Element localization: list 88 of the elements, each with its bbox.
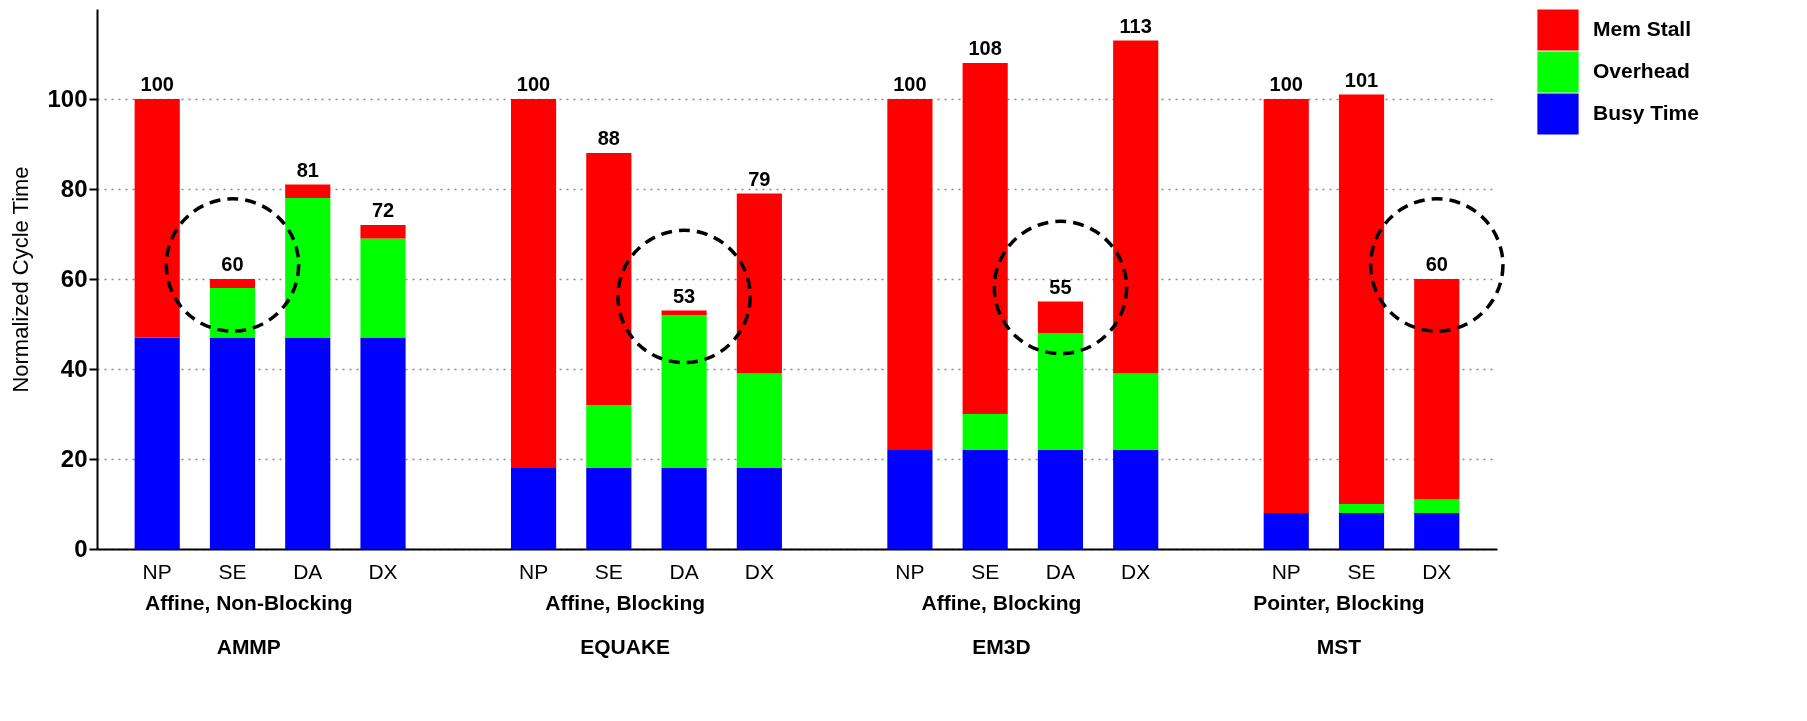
text: AMMP — [216, 635, 281, 658]
legend-label: Busy Time — [1593, 101, 1699, 124]
bar — [285, 184, 331, 198]
legend-label: Mem Stall — [1593, 17, 1692, 40]
x-tick-label: DX — [744, 559, 774, 583]
bar — [1037, 301, 1084, 333]
total-label: 88 — [597, 127, 620, 149]
total-label: 100 — [140, 73, 174, 95]
y-tick-label: 80 — [60, 174, 88, 202]
bar — [1037, 333, 1084, 450]
bar — [1113, 373, 1159, 450]
total-label: 108 — [968, 37, 1002, 59]
total-label: 113 — [1119, 14, 1152, 37]
text: EM3D — [972, 635, 1031, 658]
total-label: 60 — [221, 253, 244, 275]
y-tick-label: 0 — [74, 534, 88, 562]
bar — [1113, 40, 1159, 374]
bar — [209, 279, 256, 288]
bar — [1414, 279, 1460, 500]
total-label: 101 — [1344, 68, 1379, 91]
x-tick-label: DA — [293, 559, 323, 583]
legend-label: Overhead — [1593, 59, 1690, 82]
x-tick-label: DX — [1121, 559, 1151, 583]
bar — [1414, 499, 1460, 513]
y-tick-label: 100 — [47, 84, 88, 112]
total-label: 79 — [748, 167, 771, 190]
x-tick-label: SE — [971, 559, 1000, 583]
bar — [962, 63, 1008, 414]
text: Affine, Non-Blocking — [144, 591, 353, 614]
x-tick-label: DX — [368, 559, 398, 583]
x-tick-label: NP — [895, 559, 925, 583]
y-tick-label: 20 — [60, 444, 88, 472]
bar — [962, 414, 1008, 450]
bar — [1414, 513, 1460, 549]
bar — [661, 315, 707, 468]
bar — [360, 238, 406, 338]
total-label: 55 — [1049, 275, 1072, 298]
x-tick-label: NP — [142, 559, 172, 583]
x-tick-label: NP — [1271, 559, 1301, 583]
bar — [736, 468, 782, 549]
text: Affine, Blocking — [921, 591, 1082, 614]
bar — [134, 99, 180, 338]
bar — [1263, 99, 1309, 513]
bar — [1037, 450, 1084, 549]
bar — [134, 337, 180, 549]
x-tick-label: NP — [518, 559, 549, 583]
bar — [586, 153, 632, 405]
total-label: 100 — [516, 73, 551, 95]
x-tick-label: SE — [1347, 559, 1376, 583]
y-tick-label: 60 — [60, 264, 88, 292]
total-label: 100 — [1269, 73, 1303, 95]
bar — [586, 405, 632, 468]
x-tick-label: SE — [218, 559, 247, 583]
bar — [285, 337, 331, 549]
x-tick-label: DX — [1422, 559, 1452, 583]
bar — [360, 225, 406, 239]
total-label: 100 — [893, 73, 927, 95]
total-label: 53 — [672, 284, 696, 307]
bar — [661, 468, 707, 549]
bar — [510, 99, 557, 468]
bar — [209, 337, 256, 549]
bar — [1263, 513, 1309, 549]
bar — [1338, 94, 1385, 504]
x-tick-label: DA — [1045, 559, 1076, 583]
bar — [285, 198, 331, 338]
x-tick-label: DA — [669, 559, 699, 583]
bar — [887, 450, 933, 549]
text: Pointer, Blocking — [1253, 591, 1425, 614]
total-label: 81 — [296, 158, 319, 181]
total-label: 60 — [1425, 253, 1448, 275]
y-axis-title: Normalized Cycle Time — [8, 166, 34, 393]
bar — [586, 468, 632, 549]
bar — [510, 468, 557, 549]
bar — [1113, 450, 1159, 549]
bar — [209, 288, 256, 338]
bar — [360, 337, 406, 549]
bar — [887, 99, 933, 450]
text: MST — [1316, 635, 1362, 658]
x-tick-label: SE — [594, 559, 623, 583]
y-tick-label: 40 — [60, 354, 88, 382]
bar — [962, 450, 1008, 549]
bar — [736, 193, 782, 374]
text: Affine, Blocking — [545, 591, 706, 614]
total-label: 72 — [371, 199, 395, 221]
bar — [1338, 504, 1385, 513]
bar — [736, 373, 782, 468]
text: EQUAKE — [580, 635, 671, 658]
bar — [1338, 513, 1385, 549]
